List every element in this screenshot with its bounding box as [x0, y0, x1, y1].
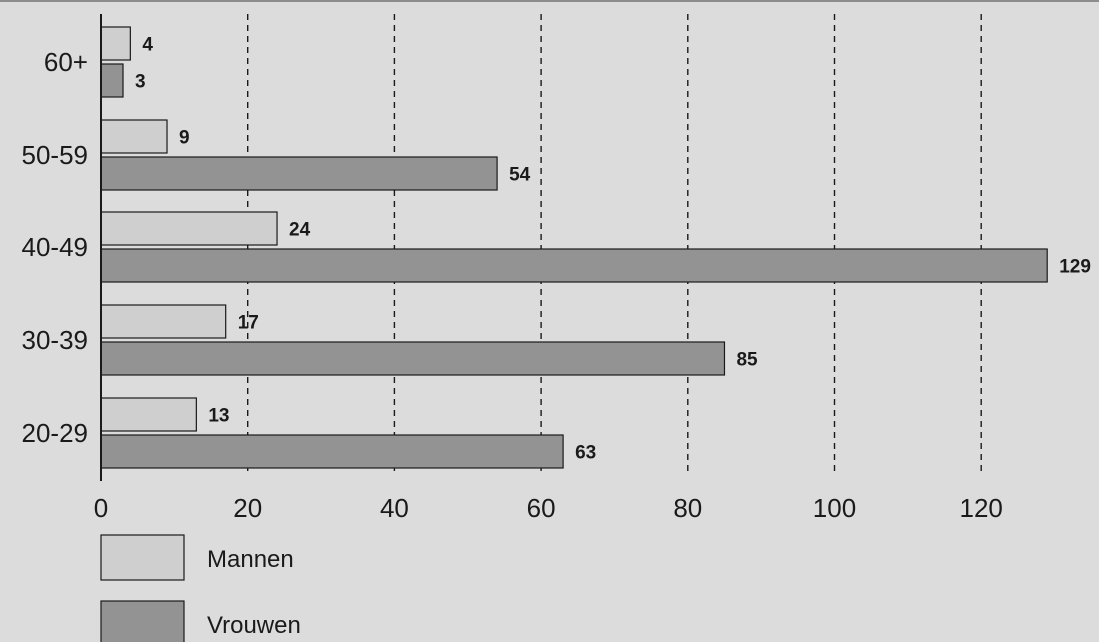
category-label-20-29: 20-29 [22, 418, 89, 448]
bar-vrouwen-50-59 [100, 156, 498, 191]
bar-mannen-50-59 [100, 119, 168, 154]
value-label-vrouwen-30-39: 85 [736, 350, 758, 371]
bar-vrouwen-40-49 [100, 248, 1048, 283]
bar-mannen-60+ [100, 26, 131, 61]
value-label-mannen-20-29: 13 [208, 406, 229, 427]
grid-lines [246, 14, 982, 474]
legend-swatch-vrouwen [100, 600, 185, 642]
legend: Mannen Vrouwen [100, 534, 301, 642]
x-tick-label-40: 40 [380, 493, 409, 523]
category-label-50-59: 50-59 [22, 140, 89, 170]
legend-label-mannen: Mannen [207, 546, 294, 573]
x-tick-label-0: 0 [94, 493, 108, 523]
category-label-30-39: 30-39 [22, 325, 89, 355]
value-label-mannen-50-59: 9 [179, 128, 190, 149]
bar-vrouwen-20-29 [100, 434, 564, 469]
bar-vrouwen-60+ [100, 63, 124, 98]
value-label-vrouwen-60+: 3 [135, 72, 146, 93]
value-label-vrouwen-40-49: 129 [1059, 257, 1091, 278]
bar-mannen-40-49 [100, 211, 278, 246]
value-label-mannen-30-39: 17 [238, 313, 259, 334]
x-tick-label-80: 80 [673, 493, 702, 523]
value-label-mannen-40-49: 24 [289, 220, 311, 241]
value-label-vrouwen-20-29: 63 [575, 443, 596, 464]
bar-vrouwen-30-39 [100, 341, 726, 376]
x-tick-label-20: 20 [233, 493, 262, 523]
x-tick-label-100: 100 [813, 493, 856, 523]
value-label-vrouwen-50-59: 54 [509, 165, 531, 186]
bar-mannen-20-29 [100, 397, 197, 432]
x-tick-label-60: 60 [527, 493, 556, 523]
axes-group: 60+ 50-59 40-49 30-39 20-29 0 20 40 60 80 100 120 [22, 14, 1003, 523]
legend-swatch-mannen [100, 534, 185, 581]
category-label-40-49: 40-49 [22, 232, 89, 262]
value-label-mannen-60+: 4 [142, 35, 153, 56]
x-tick-label-120: 120 [960, 493, 1003, 523]
category-label-60+: 60+ [44, 47, 88, 77]
bars-group: 4 3 9 54 24 129 17 85 13 63 [100, 26, 1091, 469]
bar-mannen-30-39 [100, 304, 227, 339]
top-border [0, 0, 1099, 2]
legend-label-vrouwen: Vrouwen [207, 612, 301, 639]
